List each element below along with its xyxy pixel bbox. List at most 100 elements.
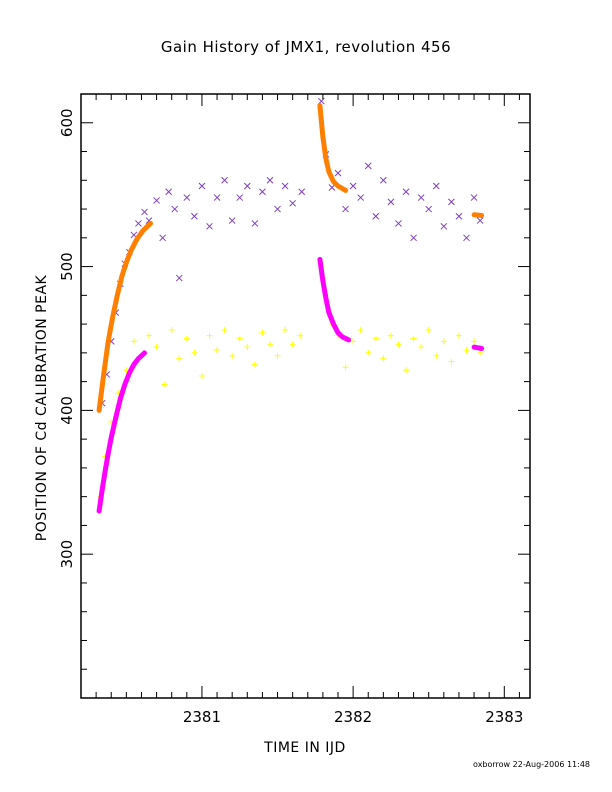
data-point xyxy=(410,234,417,242)
data-point xyxy=(243,182,251,190)
data-point xyxy=(440,338,447,345)
data-point xyxy=(171,205,179,213)
data-point xyxy=(282,326,289,333)
fit-line xyxy=(471,344,485,351)
data-point xyxy=(380,355,387,362)
data-point xyxy=(244,344,251,351)
data-point xyxy=(259,188,266,196)
data-point xyxy=(281,182,289,190)
data-point xyxy=(259,329,266,336)
data-point xyxy=(159,234,166,242)
data-point xyxy=(135,220,142,227)
x-tick-label: 2383 xyxy=(485,708,523,726)
data-point xyxy=(274,352,281,359)
fit-line xyxy=(96,220,153,413)
data-point xyxy=(229,352,236,359)
data-point xyxy=(455,332,462,339)
data-point xyxy=(289,341,296,348)
fit-line xyxy=(317,103,349,193)
data-point xyxy=(213,194,221,201)
data-point xyxy=(387,332,394,339)
data-point xyxy=(198,372,205,379)
data-point xyxy=(221,176,228,184)
data-point xyxy=(236,335,243,342)
x-axis-label: TIME IN IJD xyxy=(264,740,346,756)
chart-title: Gain History of JMX1, revolution 456 xyxy=(160,38,452,56)
data-point xyxy=(477,349,484,356)
data-point xyxy=(206,332,213,339)
data-point xyxy=(395,220,402,227)
data-point xyxy=(372,335,379,342)
data-point xyxy=(206,222,213,230)
data-point xyxy=(342,205,349,213)
x-tick-label: 2382 xyxy=(334,708,372,726)
data-point xyxy=(357,194,365,201)
data-point xyxy=(350,338,357,345)
y-tick-label: 300 xyxy=(58,540,76,569)
data-point xyxy=(395,341,402,348)
fit-line xyxy=(96,350,147,514)
fit-line xyxy=(317,256,352,343)
y-axis-label: POSITION OF Cd CALIBRATION PEAK xyxy=(34,274,50,542)
data-point xyxy=(214,346,221,353)
data-point xyxy=(387,198,395,206)
data-point xyxy=(402,188,410,196)
data-point xyxy=(440,222,448,230)
data-point xyxy=(198,182,206,190)
data-point xyxy=(365,349,372,356)
data-point xyxy=(236,194,244,201)
data-point xyxy=(433,352,440,359)
y-tick-label: 400 xyxy=(58,396,76,425)
data-point xyxy=(364,162,372,170)
data-point xyxy=(403,367,410,374)
data-point xyxy=(183,335,190,342)
data-point xyxy=(251,220,259,227)
data-point xyxy=(418,344,425,351)
data-point xyxy=(432,182,440,190)
y-tick-label: 600 xyxy=(58,108,76,137)
data-point xyxy=(476,217,484,224)
x-tick-label: 2381 xyxy=(183,708,221,726)
axis-ticks: 2381 2382 2383 300 400 500 600 xyxy=(58,93,530,726)
data-point xyxy=(266,176,274,184)
data-point xyxy=(228,217,236,224)
data-point xyxy=(176,355,183,362)
plot-frame xyxy=(80,93,531,699)
data-point xyxy=(372,212,380,220)
data-point xyxy=(425,326,432,333)
data-point xyxy=(357,326,364,333)
data-point xyxy=(349,182,357,190)
data-point xyxy=(183,194,191,201)
data-point xyxy=(153,197,160,204)
data-point xyxy=(191,212,198,220)
data-point xyxy=(266,341,273,348)
data-point xyxy=(221,326,228,333)
data-point xyxy=(191,349,198,356)
data-point xyxy=(410,335,417,342)
data-point xyxy=(251,361,258,368)
data-point xyxy=(161,381,168,388)
data-point xyxy=(297,332,304,339)
data-point xyxy=(130,338,137,345)
data-point xyxy=(463,346,470,353)
data-point xyxy=(298,188,306,196)
data-point xyxy=(470,194,478,201)
y-tick-label: 500 xyxy=(58,252,76,281)
data-point xyxy=(146,332,153,339)
data-point xyxy=(168,326,175,333)
data-point xyxy=(417,194,425,201)
data-point xyxy=(153,344,160,351)
data-point xyxy=(141,208,148,216)
data-point xyxy=(165,188,173,196)
data-marks xyxy=(96,97,485,514)
data-point xyxy=(380,176,387,184)
data-point xyxy=(274,205,281,213)
data-point xyxy=(455,212,463,220)
data-point xyxy=(425,205,433,213)
data-point xyxy=(471,338,478,345)
data-point xyxy=(175,274,183,282)
data-point xyxy=(463,234,470,242)
data-point xyxy=(289,199,297,207)
data-point xyxy=(342,364,349,371)
